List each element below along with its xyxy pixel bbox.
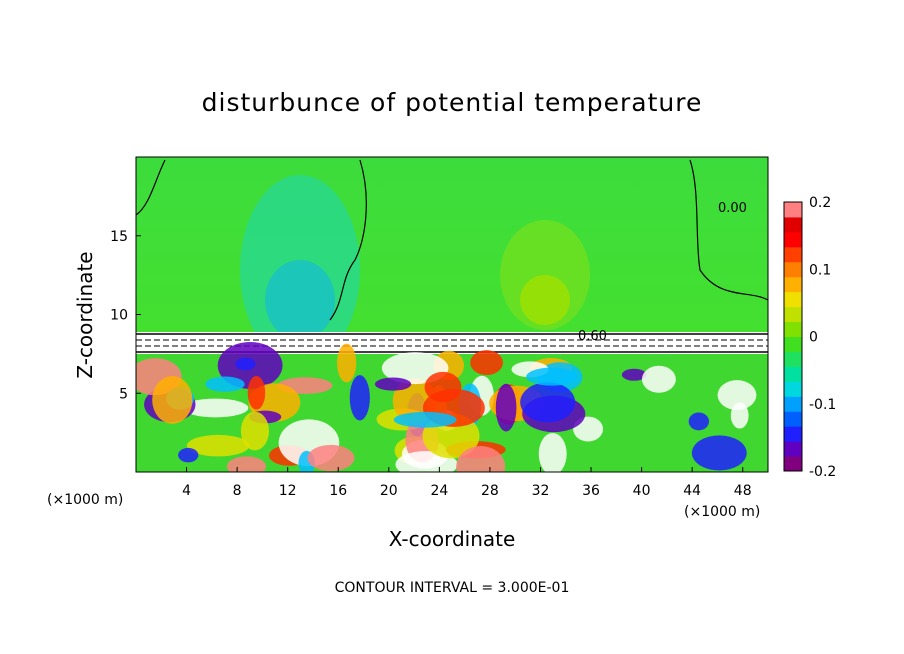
turbulent-cell: [538, 432, 567, 472]
colorbar-segment: [784, 321, 802, 337]
x-tick-label: 20: [380, 483, 398, 499]
x-tick-label: 28: [481, 483, 499, 499]
turbulent-cell: [520, 382, 576, 423]
contour-interval-note: CONTOUR INTERVAL = 3.000E-01: [335, 580, 570, 596]
x-tick-label: 12: [279, 483, 297, 499]
contour-label-1: 0.60: [578, 329, 607, 344]
turbulent-cell: [240, 411, 269, 451]
turbulent-cell: [495, 383, 517, 432]
turbulent-cell: [730, 402, 749, 429]
turbulent-cell: [424, 371, 462, 403]
x-tick-label: 4: [182, 483, 191, 499]
turbulent-cell: [182, 398, 249, 418]
colorbar-segment: [784, 306, 802, 323]
x-unit-right: (×1000 m): [684, 504, 760, 520]
turbulent-cell: [691, 435, 747, 471]
turbulent-cell: [456, 445, 506, 472]
colorbar-segment: [784, 396, 802, 412]
colorbar-tick-label: -0.1: [809, 397, 836, 413]
upper-field: [136, 157, 768, 335]
turbulent-cell: [393, 411, 457, 428]
colorbar-frame: [783, 201, 803, 472]
colorbar-segment: [784, 336, 802, 352]
colorbar-segment: [784, 261, 802, 278]
turbulent-cell: [235, 357, 256, 371]
turbulent-cell: [641, 365, 676, 393]
colorbar-segment: [784, 441, 802, 457]
turbulent-cell: [470, 350, 504, 376]
colorbar-segment: [784, 456, 802, 472]
cool-plume-core: [265, 260, 335, 340]
colorbar-segment: [784, 411, 802, 427]
zero-contour: [136, 159, 768, 321]
y-tick-label: 5: [119, 386, 128, 402]
colorbar: 0.2 0.1 0 -0.1 -0.2: [783, 195, 836, 480]
colorbar-segment: [784, 276, 802, 293]
y-axis-label: Z-coordinate: [73, 251, 97, 378]
turbulent-cell: [526, 367, 578, 386]
colorbar-segment: [784, 216, 802, 233]
colorbar-segment: [784, 351, 802, 367]
x-tick-label: 16: [329, 483, 347, 499]
colorbar-segment: [784, 202, 802, 218]
turbulent-cell: [688, 412, 710, 431]
turbulent-cell: [186, 434, 250, 457]
turbulent-cell: [205, 376, 245, 392]
colorbar-tick-label: 0.1: [809, 262, 831, 278]
turbulent-cell: [152, 376, 193, 424]
turbulent-cell: [717, 380, 757, 411]
colorbar-tick-label: -0.2: [809, 464, 836, 480]
y-axis: 5 10 15: [110, 229, 141, 402]
y-tick-label: 15: [110, 229, 128, 245]
colorbar-segment: [784, 231, 802, 248]
colorbar-segment: [784, 246, 802, 263]
x-tick-label: 48: [734, 483, 752, 499]
y-tick-label: 10: [110, 308, 128, 324]
x-tick-label: 24: [430, 483, 448, 499]
colorbar-tick-label: 0.2: [809, 195, 831, 211]
x-axis: 4 8 12 16 20 24 28 32 36 40 44 48: [136, 467, 768, 499]
colorbar-segment: [784, 291, 802, 308]
turbulent-cell: [226, 456, 267, 472]
colorbar-tick-label: 0: [809, 330, 818, 346]
chart-title: disturbunce of potential temperature: [202, 88, 703, 117]
plot-area: [136, 157, 768, 472]
x-unit-left: (×1000 m): [47, 492, 123, 508]
x-tick-label: 32: [532, 483, 550, 499]
turbulent-cell: [337, 343, 357, 383]
turbulent-cell: [349, 375, 370, 421]
contour-label-0: 0.00: [718, 201, 747, 216]
turbulent-cell: [247, 376, 266, 410]
turbulent-cell: [621, 368, 647, 381]
turbulent-cell: [178, 447, 199, 463]
colorbar-segment: [784, 366, 802, 382]
x-tick-label: 44: [683, 483, 701, 499]
colorbar-segment: [784, 426, 802, 442]
x-axis-label: X-coordinate: [389, 527, 516, 551]
turbulent-cell: [374, 377, 412, 391]
inversion-band: [136, 332, 768, 354]
colorbar-segment: [784, 381, 802, 397]
turbulent-cell: [307, 444, 355, 472]
x-tick-label: 36: [582, 483, 600, 499]
turbulent-cells: [136, 341, 757, 472]
x-tick-label: 8: [233, 483, 242, 499]
x-tick-label: 40: [633, 483, 651, 499]
warm-plume-core: [520, 275, 570, 325]
